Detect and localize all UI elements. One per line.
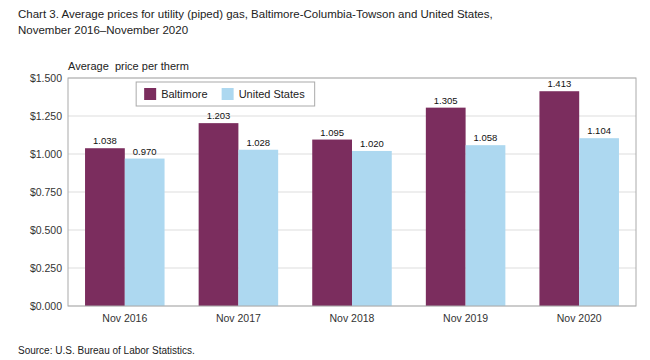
bar	[199, 123, 239, 306]
legend-entry: United States	[239, 88, 306, 100]
data-label: 1.413	[547, 78, 571, 89]
plot-frame	[68, 78, 636, 306]
legend-entry: Baltimore	[161, 88, 207, 100]
data-label: 1.028	[246, 137, 270, 148]
data-label: 1.095	[320, 127, 344, 138]
data-label: 1.038	[93, 135, 117, 146]
tick-label: Nov 2018	[330, 312, 375, 324]
data-label: 1.058	[474, 132, 498, 143]
data-label: 1.203	[207, 110, 231, 121]
legend: Baltimore United States	[136, 82, 315, 106]
data-label: 1.305	[434, 95, 458, 106]
legend-frame	[136, 82, 315, 106]
bar	[125, 159, 165, 306]
tick-label: Nov 2016	[102, 312, 147, 324]
grid	[68, 78, 636, 306]
data-labels: 1.038 1.203 1.095 1.305 1.413 0.970 1.028 1.020…	[93, 78, 611, 156]
subtitle: November 2016–November 2020	[18, 24, 188, 36]
legend-swatch	[144, 88, 156, 100]
bar	[466, 145, 506, 306]
tick-label: $0.500	[30, 224, 62, 236]
tick-label: $0.750	[30, 186, 62, 198]
title: Chart 3. Average prices for utility (pip…	[18, 8, 493, 20]
tick-label: $1.500	[30, 72, 62, 84]
axis-label: Average price per therm	[68, 60, 189, 72]
bar	[312, 140, 352, 306]
legend-swatch	[222, 88, 234, 100]
bar	[579, 138, 619, 306]
source: Source: U.S. Bureau of Labor Statistics.	[18, 345, 195, 356]
bar	[238, 150, 278, 306]
tick-label: Nov 2020	[557, 312, 602, 324]
chart: Chart 3. Average prices for utility (pip…	[0, 0, 650, 360]
tick-label: $0.250	[30, 262, 62, 274]
bars	[85, 91, 619, 306]
tick-label: $0.000	[30, 300, 62, 312]
data-label: 0.970	[133, 146, 157, 157]
bar	[352, 151, 392, 306]
tick-label: Nov 2019	[443, 312, 488, 324]
tick-label: $1.000	[30, 148, 62, 160]
tick-label: $1.250	[30, 110, 62, 122]
tick-label: Nov 2017	[216, 312, 261, 324]
bar	[426, 108, 466, 306]
bar	[85, 148, 125, 306]
data-label: 1.104	[587, 125, 611, 136]
data-label: 1.020	[360, 138, 384, 149]
bar	[539, 91, 579, 306]
